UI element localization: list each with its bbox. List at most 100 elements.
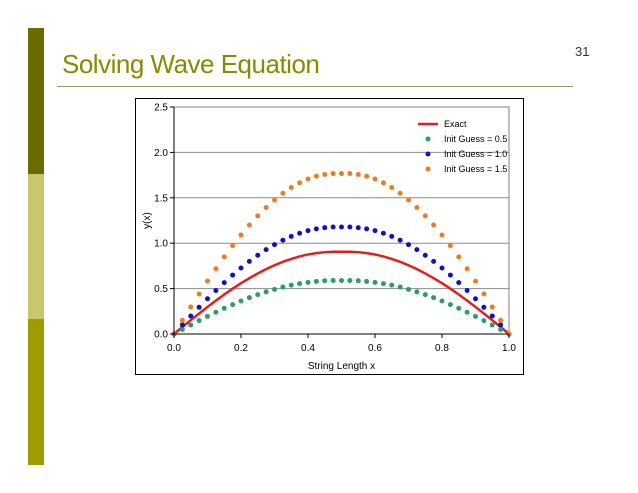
data-point — [288, 233, 294, 239]
data-point — [489, 322, 495, 328]
data-point — [406, 197, 411, 203]
data-point — [188, 322, 194, 328]
data-point — [330, 171, 336, 177]
data-point — [489, 304, 495, 310]
data-point — [380, 230, 386, 236]
x-tick-label: 0.4 — [301, 343, 315, 354]
data-point — [255, 252, 261, 258]
data-point — [196, 304, 202, 310]
data-point — [464, 266, 470, 272]
data-point — [422, 252, 428, 258]
series-markers-1 — [171, 278, 512, 337]
data-point — [221, 305, 227, 311]
data-point — [238, 232, 244, 238]
data-point — [464, 288, 470, 294]
data-point — [297, 180, 303, 186]
legend-entry: Init Guess = 1.0 — [444, 149, 507, 159]
data-point — [246, 222, 252, 228]
data-point — [330, 224, 336, 230]
data-point — [481, 318, 487, 324]
data-point — [272, 197, 277, 203]
data-point — [255, 292, 261, 298]
y-tick-label: 2.5 — [154, 103, 168, 114]
data-point — [389, 185, 395, 191]
data-point — [473, 296, 478, 302]
y-tick-label: 2.0 — [154, 148, 168, 159]
data-point — [305, 228, 311, 234]
data-point — [439, 265, 445, 271]
data-point — [322, 278, 328, 284]
wave-chart: 0.0 0.5 1.0 1.5 2.0 2.5 0.0 0.2 0.4 0.6 0.8 1.0 Stri… — [142, 103, 516, 373]
data-point — [230, 272, 236, 278]
data-point — [473, 278, 478, 284]
accent-band-middle — [28, 174, 44, 319]
data-point — [205, 296, 210, 302]
legend: Exact Init Guess = 0.5 Init Guess = 1.0 Ini… — [418, 119, 507, 174]
data-point — [439, 232, 445, 238]
data-point — [498, 317, 504, 323]
data-point — [447, 243, 453, 249]
data-point — [280, 190, 286, 196]
data-point — [464, 309, 470, 315]
data-point — [213, 309, 219, 315]
data-point — [339, 278, 344, 284]
data-point — [280, 284, 286, 290]
data-point — [297, 281, 303, 287]
data-point — [364, 173, 370, 179]
data-point — [372, 279, 378, 285]
data-point — [322, 171, 328, 177]
data-point — [431, 295, 437, 301]
data-point — [406, 286, 411, 292]
x-tick-label: 1.0 — [502, 343, 516, 354]
data-point — [221, 280, 227, 286]
data-point — [272, 286, 277, 292]
data-point — [456, 254, 462, 260]
data-point — [481, 304, 487, 310]
y-tick-label: 1.0 — [154, 239, 168, 250]
data-point — [179, 322, 185, 328]
data-point — [347, 171, 353, 177]
data-point — [238, 298, 244, 304]
data-point — [280, 237, 286, 243]
data-point — [238, 265, 244, 271]
data-point — [179, 326, 185, 332]
data-point — [380, 281, 386, 287]
data-point — [498, 322, 504, 328]
data-point — [205, 278, 210, 284]
x-tick-label: 0.6 — [368, 343, 382, 354]
data-point — [305, 176, 311, 182]
data-point — [364, 226, 370, 232]
data-point — [489, 313, 495, 319]
data-point — [473, 313, 478, 319]
legend-swatch-marker — [425, 151, 431, 157]
data-point — [372, 176, 378, 182]
data-point — [498, 326, 504, 332]
data-point — [447, 302, 453, 308]
data-point — [213, 288, 219, 294]
y-tick-label: 0.5 — [154, 284, 168, 295]
chart-frame: 0.0 0.5 1.0 1.5 2.0 2.5 0.0 0.2 0.4 0.6 0.8 1.0 Stri… — [135, 98, 524, 375]
axis-layer: 0.0 0.5 1.0 1.5 2.0 2.5 0.0 0.2 0.4 0.6 0.8 1.0 Stri… — [142, 103, 516, 373]
data-point — [372, 228, 378, 234]
data-point — [288, 185, 294, 191]
data-point — [246, 258, 252, 264]
data-point — [422, 292, 428, 298]
data-point — [213, 266, 219, 272]
data-point — [414, 289, 420, 295]
data-point — [431, 222, 437, 228]
data-point — [205, 313, 210, 319]
data-point — [389, 282, 395, 288]
data-point — [305, 279, 311, 285]
data-point — [456, 305, 462, 311]
series-markers-2 — [171, 224, 512, 337]
data-point — [355, 278, 361, 284]
data-point — [255, 213, 261, 219]
data-point — [297, 230, 303, 236]
data-point — [230, 243, 236, 249]
data-point — [347, 278, 353, 284]
slide-title: Solving Wave Equation — [62, 49, 320, 79]
data-point — [263, 289, 269, 295]
data-point — [414, 247, 420, 253]
data-point — [246, 295, 252, 301]
series-layer — [171, 171, 512, 337]
